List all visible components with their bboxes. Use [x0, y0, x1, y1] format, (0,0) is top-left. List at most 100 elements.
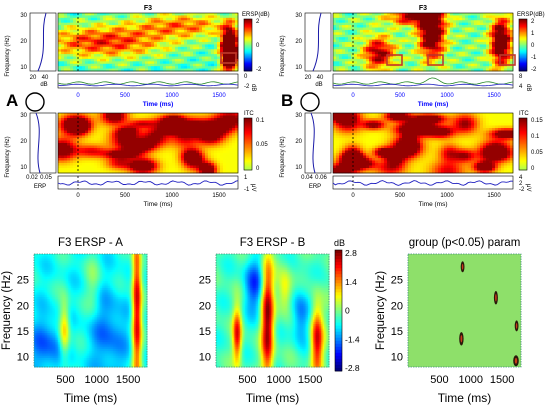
heat-cell: [366, 158, 370, 161]
heat-cell: [85, 118, 89, 121]
heat-cell: [196, 130, 200, 134]
heat-cell: [127, 54, 131, 57]
heat-cell: [336, 158, 340, 161]
heat-cell: [67, 168, 71, 171]
heat-cell: [456, 54, 460, 57]
heat-cell: [100, 148, 104, 151]
heat-cell: [441, 25, 445, 28]
heat-cell: [82, 68, 86, 72]
heat-cell: [235, 34, 239, 38]
itc-ytick: 20: [20, 139, 27, 145]
heat-cell: [166, 39, 170, 43]
heat-cell: [133, 148, 137, 151]
heat-cell: [178, 46, 182, 50]
heat-cell: [91, 15, 95, 19]
heat-cell: [76, 135, 80, 139]
heat-cell: [480, 37, 484, 40]
heat-cell: [130, 138, 134, 141]
colorbar-swatch: [519, 67, 527, 69]
heat-cell: [82, 138, 86, 141]
heat-cell: [82, 125, 86, 129]
heat-cell: [193, 13, 197, 16]
heat-cell: [510, 37, 514, 40]
heat-cell: [211, 163, 215, 166]
heat-cell: [169, 42, 173, 45]
heat-cell: [142, 42, 146, 45]
heat-cell: [130, 145, 134, 149]
heat-cell: [339, 44, 343, 48]
heat-cell: [169, 168, 173, 171]
colorbar-swatch: [244, 24, 252, 26]
heat-cell: [408, 46, 412, 50]
heat-cell: [450, 13, 454, 16]
heat-cell: [172, 115, 176, 119]
heat-cell: [142, 20, 146, 24]
heat-cell: [378, 113, 382, 116]
heat-cell: [61, 29, 65, 33]
heat-cell: [235, 155, 239, 159]
heat-cell: [193, 20, 197, 24]
heat-cell: [444, 46, 448, 50]
heat-cell: [345, 29, 349, 33]
heat-cell: [79, 39, 83, 43]
heat-cell: [384, 160, 388, 164]
heat-cell: [441, 51, 445, 55]
heat-cell: [492, 25, 496, 28]
heat-cell: [154, 17, 158, 21]
heat-cell: [103, 58, 107, 62]
heat-cell: [214, 118, 218, 121]
heat-cell: [124, 165, 128, 169]
heat-cell: [112, 29, 116, 33]
heat-cell: [193, 150, 197, 154]
heat-cell: [106, 138, 110, 141]
heat-cell: [360, 46, 364, 50]
ersp-colorbar: [243, 18, 253, 72]
heat-cell: [199, 115, 203, 119]
heat-cell: [423, 49, 427, 53]
heat-cell: [408, 17, 412, 21]
heat-cell: [136, 123, 140, 126]
heat-cell: [85, 15, 89, 19]
heat-cell: [435, 22, 439, 26]
heat-cell: [357, 13, 361, 16]
heat-cell: [375, 42, 379, 45]
heat-cell: [462, 37, 466, 40]
heat-cell: [387, 39, 391, 43]
heat-cell: [402, 37, 406, 40]
heat-cell: [402, 44, 406, 48]
heat-cell: [112, 51, 116, 55]
heat-cell: [169, 150, 173, 154]
heat-cell: [133, 120, 137, 124]
heat-cell: [447, 20, 451, 24]
colorbar-swatch: [244, 133, 252, 136]
colorbar-swatch: [519, 54, 527, 56]
heat-cell: [103, 160, 107, 164]
heat-cell: [504, 56, 508, 60]
heat-cell: [211, 135, 215, 139]
heat-cell: [375, 150, 379, 154]
heat-cell: [447, 13, 451, 16]
heat-cell: [73, 49, 77, 53]
heat-cell: [106, 118, 110, 121]
heat-cell: [220, 27, 224, 31]
heat-cell: [369, 34, 373, 38]
heat-cell: [208, 63, 212, 67]
heat-cell: [453, 63, 457, 67]
heat-cell: [118, 145, 122, 149]
heat-cell: [366, 63, 370, 67]
heat-cell: [381, 42, 385, 45]
heat-cell: [190, 32, 194, 36]
heat-cell: [489, 68, 493, 72]
heat-cell: [414, 51, 418, 55]
heat-cell: [480, 15, 484, 19]
heat-cell: [465, 56, 469, 60]
heat-cell: [103, 118, 107, 121]
heat-cell: [82, 160, 86, 164]
heat-cell: [381, 148, 385, 151]
heat-cell: [103, 56, 107, 60]
heat-cell: [462, 15, 466, 19]
heat-cell: [151, 51, 155, 55]
heat-cell: [196, 163, 200, 166]
heat-cell: [471, 49, 475, 53]
heat-cell: [396, 51, 400, 55]
